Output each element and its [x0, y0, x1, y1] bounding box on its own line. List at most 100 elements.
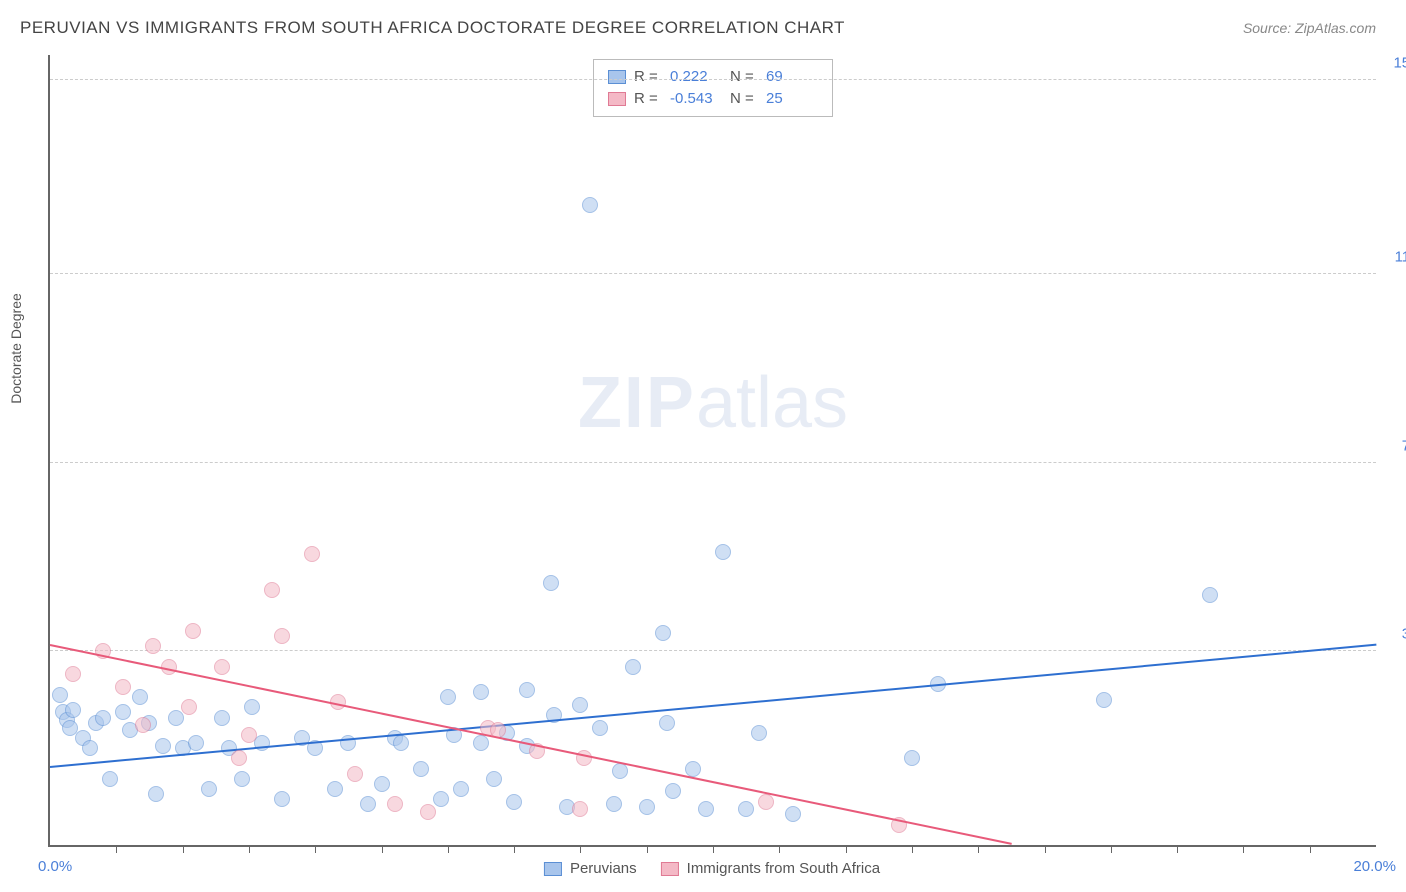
data-point	[655, 625, 671, 641]
data-point	[274, 628, 290, 644]
legend-label: Peruvians	[570, 860, 637, 877]
x-tick	[912, 845, 913, 853]
data-point	[543, 575, 559, 591]
y-tick-label: 7.5%	[1402, 437, 1406, 454]
data-point	[185, 623, 201, 639]
x-tick	[1177, 845, 1178, 853]
y-axis-title: Doctorate Degree	[8, 293, 24, 404]
data-point	[65, 666, 81, 682]
gridline	[50, 79, 1376, 80]
x-tick	[978, 845, 979, 853]
data-point	[168, 710, 184, 726]
data-point	[82, 740, 98, 756]
data-point	[433, 791, 449, 807]
data-point	[592, 720, 608, 736]
gridline	[50, 273, 1376, 274]
data-point	[420, 804, 436, 820]
data-point	[360, 796, 376, 812]
watermark: ZIPatlas	[578, 362, 848, 444]
series-legend: Peruvians Immigrants from South Africa	[544, 860, 880, 877]
data-point	[65, 702, 81, 718]
chart-title: PERUVIAN VS IMMIGRANTS FROM SOUTH AFRICA…	[20, 18, 845, 38]
data-point	[201, 781, 217, 797]
data-point	[738, 801, 754, 817]
chart-area: Doctorate Degree ZIPatlas R = 0.222 N = …	[48, 55, 1376, 847]
x-tick	[183, 845, 184, 853]
x-tick	[249, 845, 250, 853]
data-point	[214, 710, 230, 726]
chart-source: Source: ZipAtlas.com	[1243, 20, 1376, 36]
x-tick	[448, 845, 449, 853]
gridline	[50, 462, 1376, 463]
legend-row-series-0: R = 0.222 N = 69	[608, 66, 818, 88]
data-point	[582, 197, 598, 213]
x-tick	[514, 845, 515, 853]
data-point	[685, 761, 701, 777]
data-point	[304, 546, 320, 562]
data-point	[274, 791, 290, 807]
x-tick	[1243, 845, 1244, 853]
swatch-icon	[661, 862, 679, 876]
x-tick	[713, 845, 714, 853]
data-point	[132, 689, 148, 705]
data-point	[612, 763, 628, 779]
x-tick	[580, 845, 581, 853]
chart-header: PERUVIAN VS IMMIGRANTS FROM SOUTH AFRICA…	[0, 0, 1406, 48]
data-point	[188, 735, 204, 751]
data-point	[440, 689, 456, 705]
legend-label: Immigrants from South Africa	[687, 860, 880, 877]
x-tick	[1111, 845, 1112, 853]
x-axis-min-label: 0.0%	[38, 858, 72, 875]
plot-region: ZIPatlas R = 0.222 N = 69 R = -0.543 N =…	[48, 55, 1376, 847]
data-point	[758, 794, 774, 810]
data-point	[155, 738, 171, 754]
data-point	[115, 679, 131, 695]
x-axis-max-label: 20.0%	[1353, 858, 1396, 875]
swatch-icon	[608, 70, 626, 84]
gridline	[50, 650, 1376, 651]
data-point	[1202, 587, 1218, 603]
data-point	[234, 771, 250, 787]
data-point	[572, 697, 588, 713]
data-point	[785, 806, 801, 822]
data-point	[625, 659, 641, 675]
data-point	[102, 771, 118, 787]
swatch-icon	[544, 862, 562, 876]
data-point	[327, 781, 343, 797]
legend-row-series-1: R = -0.543 N = 25	[608, 88, 818, 110]
data-point	[698, 801, 714, 817]
data-point	[473, 684, 489, 700]
legend-item: Immigrants from South Africa	[661, 860, 880, 877]
y-tick-label: 3.8%	[1402, 626, 1406, 643]
data-point	[715, 544, 731, 560]
data-point	[519, 682, 535, 698]
data-point	[904, 750, 920, 766]
data-point	[572, 801, 588, 817]
data-point	[115, 704, 131, 720]
data-point	[1096, 692, 1112, 708]
data-point	[347, 766, 363, 782]
data-point	[506, 794, 522, 810]
data-point	[135, 717, 151, 733]
data-point	[665, 783, 681, 799]
data-point	[95, 710, 111, 726]
data-point	[145, 638, 161, 654]
x-tick	[116, 845, 117, 853]
y-tick-label: 15.0%	[1393, 55, 1406, 72]
x-tick	[846, 845, 847, 853]
legend-item: Peruvians	[544, 860, 637, 877]
x-tick	[1310, 845, 1311, 853]
data-point	[387, 796, 403, 812]
data-point	[374, 776, 390, 792]
data-point	[606, 796, 622, 812]
x-tick	[315, 845, 316, 853]
swatch-icon	[608, 92, 626, 106]
x-tick	[647, 845, 648, 853]
data-point	[413, 761, 429, 777]
y-tick-label: 11.2%	[1395, 249, 1406, 266]
correlation-legend: R = 0.222 N = 69 R = -0.543 N = 25	[593, 59, 833, 117]
data-point	[214, 659, 230, 675]
data-point	[148, 786, 164, 802]
data-point	[659, 715, 675, 731]
data-point	[639, 799, 655, 815]
